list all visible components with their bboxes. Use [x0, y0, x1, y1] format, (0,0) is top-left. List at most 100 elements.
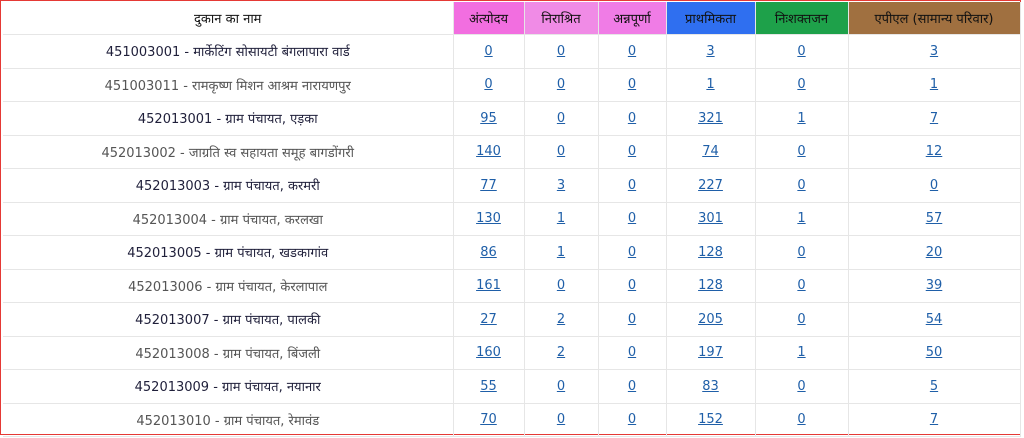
nirashrit-count-link[interactable]: 0	[556, 378, 566, 394]
prathmikta-count-link[interactable]: 128	[698, 278, 723, 294]
nishaktjan-count-link[interactable]: 0	[797, 43, 806, 59]
nishaktjan-count-link[interactable]: 0	[797, 77, 806, 93]
nirashrit-count-link[interactable]: 0	[556, 43, 566, 59]
antyodaya-count-link[interactable]: 0	[484, 43, 493, 59]
prathmikta-count-link[interactable]: 321	[698, 110, 723, 126]
prathmikta-count-link[interactable]: 152	[698, 412, 723, 428]
apl-cell: 0	[848, 168, 1021, 202]
antyodaya-cell: 140	[453, 134, 525, 169]
annapurna-cell: 0	[598, 335, 667, 370]
nishaktjan-count-link[interactable]: 1	[797, 345, 806, 361]
prathmikta-count-link[interactable]: 128	[698, 244, 723, 260]
prathmikta-count-link[interactable]: 197	[698, 345, 723, 361]
annapurna-count-link[interactable]: 0	[627, 345, 637, 361]
prathmikta-count-link[interactable]: 301	[698, 211, 723, 227]
apl-count-link[interactable]: 54	[925, 311, 943, 327]
apl-count-link[interactable]: 12	[925, 144, 943, 160]
prathmikta-count-link[interactable]: 1	[706, 77, 715, 93]
nirashrit-count-link[interactable]: 0	[556, 77, 566, 93]
shop-name-cell: 452013005 - ग्राम पंचायत, खडकागांव	[3, 235, 454, 269]
antyodaya-count-link[interactable]: 0	[484, 77, 493, 93]
shop-name-cell: 451003011 - रामकृष्ण मिशन आश्रम नारायणपु…	[3, 67, 454, 102]
antyodaya-cell: 70	[453, 402, 525, 437]
nirashrit-count-link[interactable]: 0	[556, 110, 566, 126]
antyodaya-count-link[interactable]: 140	[476, 144, 501, 160]
table-row: 452013009 - ग्राम पंचायत, नयानार 55 0 0 83 0 5	[3, 369, 1021, 403]
nishaktjan-count-link[interactable]: 0	[797, 278, 806, 294]
column-header-annapurna: अन्नपूर्णा	[598, 2, 667, 35]
column-header-nirashrit: निराश्रित	[524, 2, 599, 35]
nirashrit-count-link[interactable]: 3	[556, 177, 566, 193]
antyodaya-count-link[interactable]: 70	[480, 412, 497, 428]
antyodaya-count-link[interactable]: 55	[480, 378, 497, 394]
prathmikta-count-link[interactable]: 227	[698, 177, 723, 193]
apl-count-link[interactable]: 7	[929, 110, 939, 126]
antyodaya-count-link[interactable]: 160	[476, 345, 501, 361]
nishaktjan-count-link[interactable]: 0	[797, 412, 806, 428]
apl-cell: 5	[848, 369, 1021, 403]
antyodaya-cell: 0	[453, 34, 525, 68]
apl-count-link[interactable]: 57	[925, 211, 943, 227]
nirashrit-count-link[interactable]: 2	[556, 311, 566, 327]
nirashrit-count-link[interactable]: 1	[556, 244, 566, 260]
nishaktjan-count-link[interactable]: 0	[797, 177, 806, 193]
antyodaya-cell: 55	[453, 369, 525, 403]
antyodaya-count-link[interactable]: 161	[476, 278, 501, 294]
antyodaya-count-link[interactable]: 130	[476, 211, 501, 227]
prathmikta-count-link[interactable]: 3	[706, 43, 715, 59]
prathmikta-count-link[interactable]: 205	[698, 311, 723, 327]
antyodaya-count-link[interactable]: 86	[480, 244, 497, 260]
annapurna-cell: 0	[598, 369, 667, 403]
shop-name-cell: 452013001 - ग्राम पंचायत, एड़का	[3, 101, 454, 135]
annapurna-count-link[interactable]: 0	[627, 211, 637, 227]
nirashrit-cell: 2	[524, 302, 599, 336]
apl-cell: 12	[848, 134, 1021, 169]
annapurna-count-link[interactable]: 0	[627, 43, 637, 59]
nirashrit-count-link[interactable]: 0	[556, 144, 566, 160]
annapurna-cell: 0	[598, 235, 667, 269]
annapurna-cell: 0	[598, 268, 667, 303]
nishaktjan-count-link[interactable]: 0	[797, 378, 806, 394]
column-header-nishaktjan: निःशक्तजन	[755, 2, 849, 35]
annapurna-count-link[interactable]: 0	[627, 412, 637, 428]
apl-count-link[interactable]: 5	[929, 378, 939, 394]
nishaktjan-count-link[interactable]: 1	[797, 110, 806, 126]
antyodaya-count-link[interactable]: 95	[480, 110, 497, 126]
nishaktjan-count-link[interactable]: 0	[797, 144, 806, 160]
apl-count-link[interactable]: 7	[929, 412, 939, 428]
apl-count-link[interactable]: 20	[925, 244, 943, 260]
prathmikta-count-link[interactable]: 83	[702, 378, 719, 394]
annapurna-count-link[interactable]: 0	[627, 110, 637, 126]
apl-count-link[interactable]: 1	[929, 77, 939, 93]
annapurna-cell: 0	[598, 67, 667, 102]
annapurna-cell: 0	[598, 34, 667, 68]
annapurna-count-link[interactable]: 0	[627, 311, 637, 327]
annapurna-count-link[interactable]: 0	[627, 378, 637, 394]
nirashrit-count-link[interactable]: 1	[556, 211, 566, 227]
apl-count-link[interactable]: 0	[929, 177, 939, 193]
antyodaya-count-link[interactable]: 27	[480, 311, 497, 327]
apl-count-link[interactable]: 39	[925, 278, 943, 294]
prathmikta-cell: 197	[666, 335, 756, 370]
antyodaya-cell: 77	[453, 168, 525, 202]
nishaktjan-count-link[interactable]: 1	[797, 211, 806, 227]
prathmikta-cell: 3	[666, 34, 756, 68]
apl-count-link[interactable]: 50	[925, 345, 943, 361]
annapurna-count-link[interactable]: 0	[627, 144, 637, 160]
nirashrit-count-link[interactable]: 0	[556, 412, 566, 428]
nirashrit-count-link[interactable]: 2	[556, 345, 566, 361]
annapurna-count-link[interactable]: 0	[627, 177, 637, 193]
annapurna-count-link[interactable]: 0	[627, 77, 637, 93]
annapurna-count-link[interactable]: 0	[627, 278, 637, 294]
nishaktjan-count-link[interactable]: 0	[797, 244, 806, 260]
nishaktjan-count-link[interactable]: 0	[797, 311, 806, 327]
apl-count-link[interactable]: 3	[929, 43, 939, 59]
nirashrit-count-link[interactable]: 0	[556, 278, 566, 294]
antyodaya-cell: 86	[453, 235, 525, 269]
prathmikta-count-link[interactable]: 74	[702, 144, 719, 160]
table-row: 452013006 - ग्राम पंचायत, केरलापाल 161 0 0 1…	[3, 268, 1021, 303]
annapurna-count-link[interactable]: 0	[627, 244, 637, 260]
antyodaya-count-link[interactable]: 77	[480, 177, 497, 193]
antyodaya-cell: 95	[453, 101, 525, 135]
nirashrit-cell: 0	[524, 101, 599, 135]
